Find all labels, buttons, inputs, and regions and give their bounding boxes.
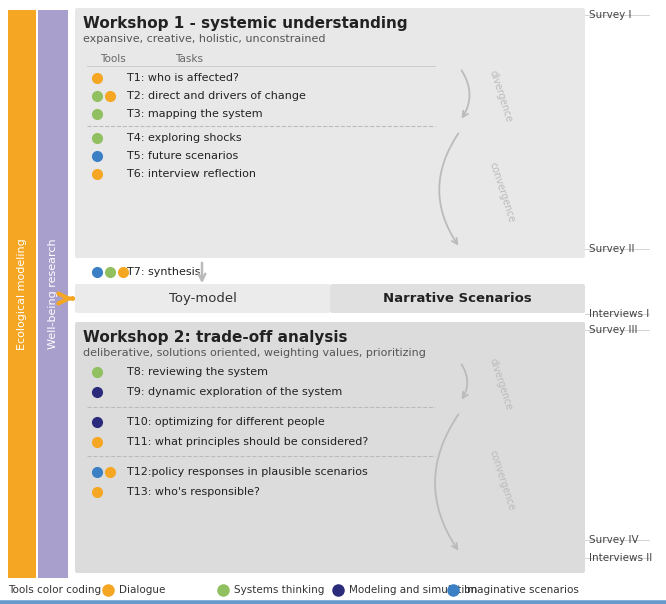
Text: Interviews II: Interviews II: [589, 553, 652, 563]
Text: Workshop 2: trade-off analysis: Workshop 2: trade-off analysis: [83, 330, 348, 345]
Text: Well-being research: Well-being research: [48, 239, 58, 349]
Text: T8: reviewing the system: T8: reviewing the system: [127, 367, 268, 377]
Text: divergence: divergence: [487, 69, 513, 123]
Text: Interviews I: Interviews I: [589, 309, 649, 319]
Text: T3: mapping the system: T3: mapping the system: [127, 109, 262, 119]
Text: Survey I: Survey I: [589, 10, 631, 20]
Text: expansive, creative, holistic, unconstrained: expansive, creative, holistic, unconstra…: [83, 34, 326, 44]
Text: Tools color coding: Tools color coding: [8, 585, 101, 595]
Text: Toy-model: Toy-model: [168, 292, 236, 305]
Text: T1: who is affected?: T1: who is affected?: [127, 73, 239, 83]
Text: Dialogue: Dialogue: [119, 585, 165, 595]
Text: Systems thinking: Systems thinking: [234, 585, 324, 595]
Text: T12:policy responses in plausible scenarios: T12:policy responses in plausible scenar…: [127, 467, 368, 477]
Text: Survey II: Survey II: [589, 244, 635, 254]
Text: T5: future scenarios: T5: future scenarios: [127, 151, 238, 161]
FancyBboxPatch shape: [38, 10, 68, 578]
Text: Survey IV: Survey IV: [589, 535, 639, 545]
FancyBboxPatch shape: [8, 10, 36, 578]
Text: T7: synthesis: T7: synthesis: [127, 267, 200, 277]
Text: Ecological modeling: Ecological modeling: [17, 238, 27, 350]
Text: T13: who's responsible?: T13: who's responsible?: [127, 487, 260, 497]
FancyBboxPatch shape: [75, 322, 585, 573]
Text: Tools: Tools: [100, 54, 126, 64]
FancyBboxPatch shape: [75, 8, 585, 258]
Text: T2: direct and drivers of change: T2: direct and drivers of change: [127, 91, 306, 101]
Text: Imaginative scenarios: Imaginative scenarios: [464, 585, 579, 595]
FancyBboxPatch shape: [330, 284, 585, 313]
Text: convergence: convergence: [487, 161, 516, 223]
Text: T10: optimizing for different people: T10: optimizing for different people: [127, 417, 325, 427]
Text: T9: dynamic exploration of the system: T9: dynamic exploration of the system: [127, 387, 342, 397]
Text: T4: exploring shocks: T4: exploring shocks: [127, 133, 242, 143]
Text: deliberative, solutions oriented, weighting values, prioritizing: deliberative, solutions oriented, weight…: [83, 348, 426, 358]
Text: Modeling and simulation: Modeling and simulation: [349, 585, 478, 595]
Text: T6: interview reflection: T6: interview reflection: [127, 169, 256, 179]
Text: T11: what principles should be considered?: T11: what principles should be considere…: [127, 437, 368, 447]
Text: convergence: convergence: [487, 449, 516, 512]
Text: Narrative Scenarios: Narrative Scenarios: [383, 292, 532, 305]
Text: divergence: divergence: [487, 357, 513, 412]
Text: Workshop 1 - systemic understanding: Workshop 1 - systemic understanding: [83, 16, 408, 31]
Text: Tasks: Tasks: [175, 54, 203, 64]
Text: Survey III: Survey III: [589, 325, 637, 335]
FancyBboxPatch shape: [75, 284, 330, 313]
